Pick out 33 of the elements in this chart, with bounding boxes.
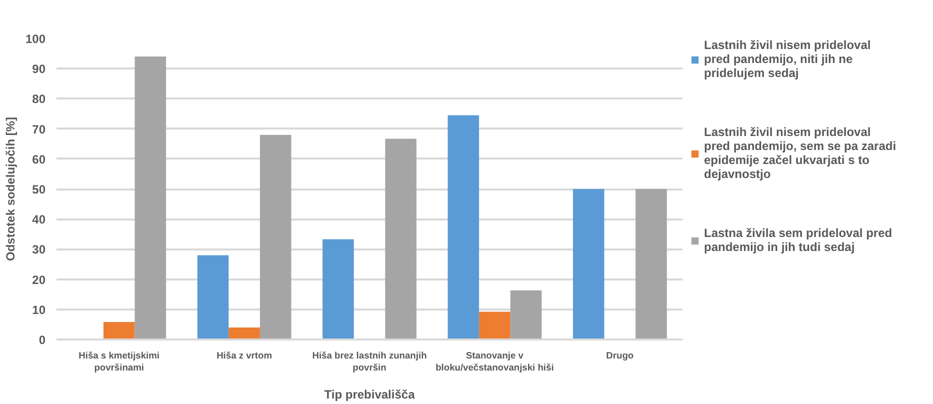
- x-tick-label: Hiša s kmetijskimi površinami: [78, 350, 160, 372]
- x-tick-label: Hiša brez lastnih zunanjih površin: [312, 350, 428, 372]
- bar: [103, 322, 135, 340]
- x-tick-label: Stanovanje v bloku/večstanovanjski hiši: [436, 350, 554, 372]
- y-tick-label: 40: [32, 212, 46, 227]
- bar: [260, 134, 292, 340]
- legend-label: Lastnih živil nisem prideloval pred pandemijo, niti jih ne pridelujem sedaj: [704, 38, 871, 80]
- y-tick-label: 90: [32, 62, 46, 76]
- y-tick-label: 100: [25, 32, 46, 46]
- y-axis-title: Odstotek sodelujočih [%]: [3, 116, 18, 262]
- bar: [322, 239, 354, 340]
- x-tick-label: Drugo: [606, 350, 634, 360]
- bar: [510, 290, 542, 340]
- y-tick-label: 70: [32, 122, 46, 136]
- bar: [197, 255, 229, 340]
- y-tick-label: 0: [38, 333, 46, 347]
- y-tick-label: 50: [32, 182, 46, 196]
- bar: [448, 115, 480, 340]
- x-axis-title: Tip prebivališča: [324, 388, 416, 402]
- bar: [479, 312, 510, 340]
- bar: [134, 56, 166, 340]
- bar: [385, 138, 416, 340]
- x-tick-label: Hiša z vrtom: [216, 350, 272, 360]
- y-tick-label: 30: [32, 242, 46, 257]
- y-tick-label: 10: [32, 302, 46, 317]
- legend-label: Lastnih živil nisem prideloval pred pandemijo, sem se pa zaradi epidemije začel ukvarjati s to dejavnostjo: [704, 125, 896, 181]
- legend-label: Lastna živila sem prideloval pred pandemijo in jih tudi sedaj: [704, 226, 892, 254]
- bar: [636, 189, 667, 340]
- y-tick-label: 20: [32, 272, 46, 287]
- bar: [572, 189, 604, 340]
- y-tick-label: 60: [32, 152, 46, 166]
- y-tick-label: 80: [32, 92, 46, 106]
- bar: [228, 327, 260, 340]
